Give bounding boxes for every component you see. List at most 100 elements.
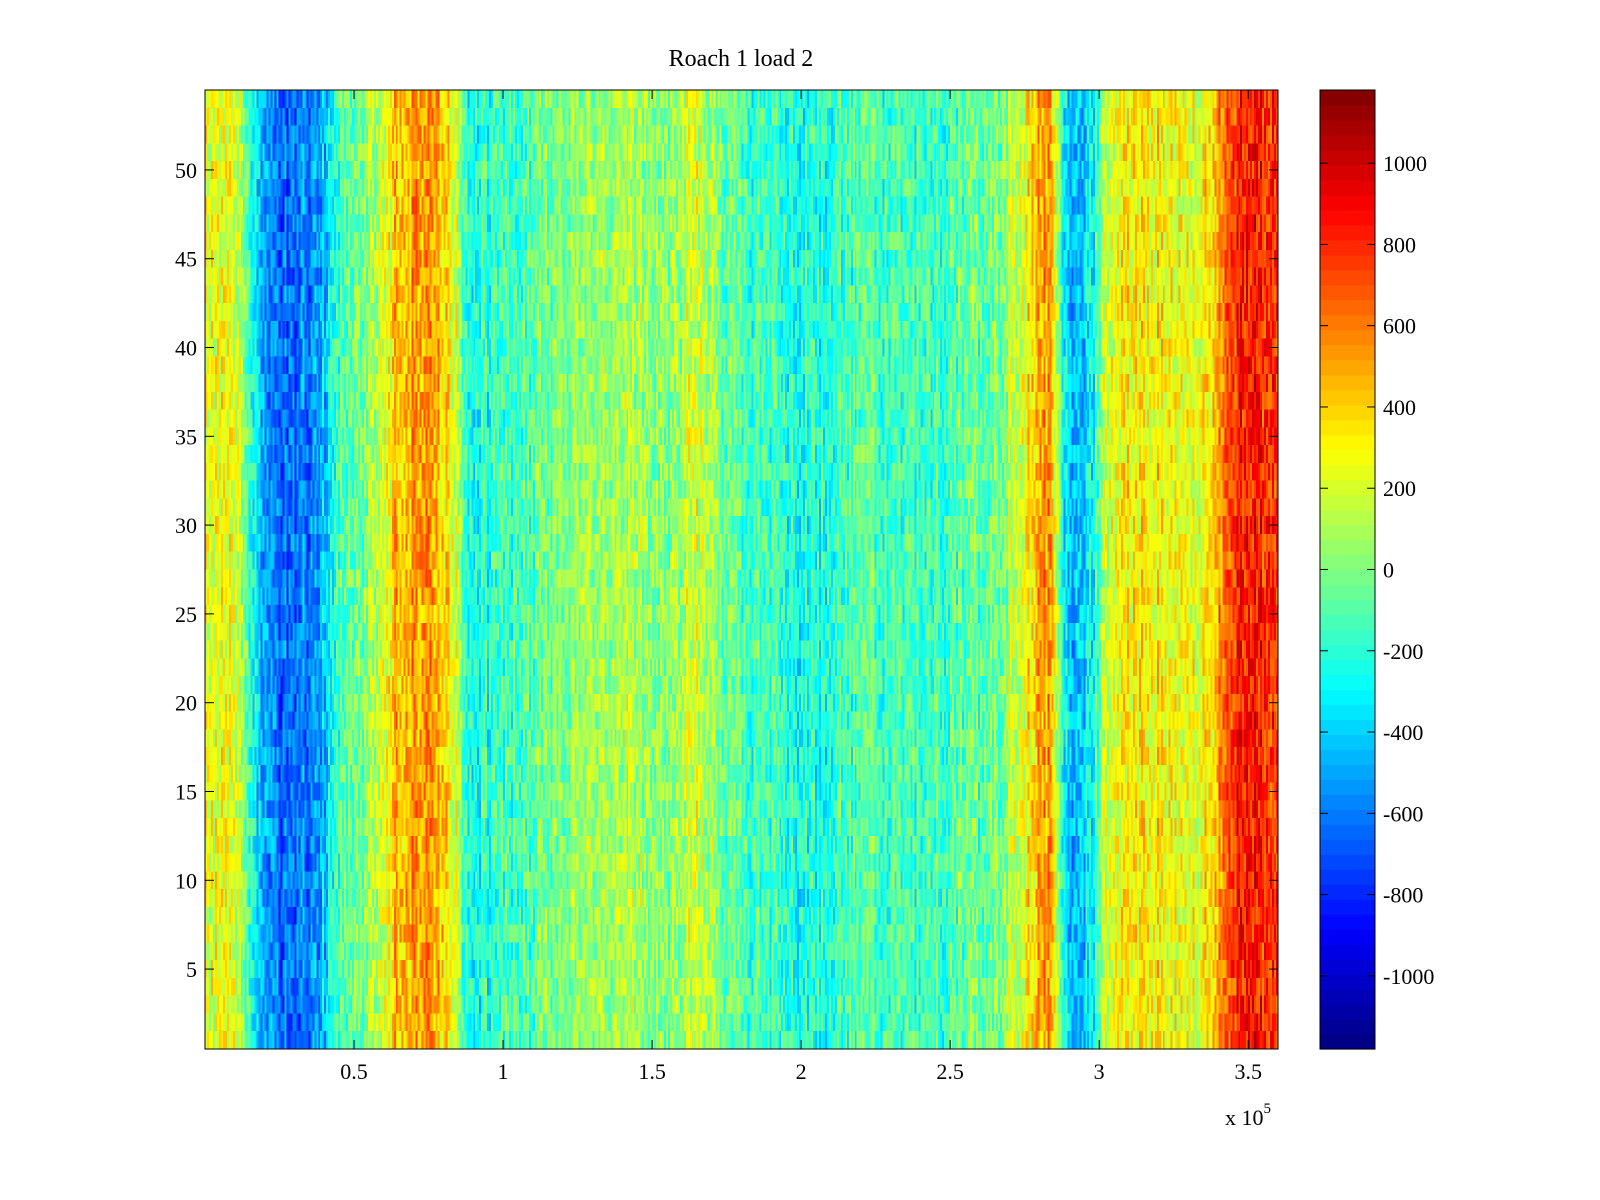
- y-tick-label: 25: [175, 602, 197, 627]
- colorbar-segment: [1320, 494, 1375, 511]
- y-tick-label: 50: [175, 158, 197, 183]
- colorbar-segment: [1320, 869, 1375, 885]
- x-tick-label: 2: [796, 1059, 807, 1084]
- colorbar-segment: [1320, 884, 1375, 900]
- colorbar-segment: [1320, 299, 1375, 316]
- colorbar-segment: [1320, 599, 1375, 616]
- colorbar-segment: [1320, 824, 1375, 840]
- colorbar-segment: [1320, 989, 1375, 1005]
- colorbar-segment: [1320, 524, 1375, 541]
- y-tick-label: 40: [175, 336, 197, 361]
- colorbar-segment: [1320, 569, 1375, 586]
- x-tick-label: 2.5: [936, 1059, 964, 1084]
- x-multiplier: x 105: [1225, 1101, 1271, 1130]
- colorbar-segment: [1320, 464, 1375, 481]
- colorbar-segment: [1320, 659, 1375, 675]
- x-tick-label: 3.5: [1234, 1059, 1262, 1084]
- heatmap-cells: [205, 90, 1278, 1049]
- colorbar-segment: [1320, 164, 1375, 181]
- colorbar-segment: [1320, 1004, 1375, 1020]
- colorbar-tick-label: -200: [1383, 639, 1423, 664]
- colorbar-segment: [1320, 449, 1375, 466]
- colorbar-segment: [1320, 344, 1375, 361]
- colorbar-segment: [1320, 389, 1375, 406]
- colorbar: [1320, 90, 1375, 1050]
- colorbar-segment: [1320, 134, 1375, 151]
- chart-title: Roach 1 load 2: [669, 46, 814, 72]
- colorbar-segment: [1320, 119, 1375, 136]
- colorbar-segment: [1320, 1034, 1375, 1050]
- x-tick-label: 0.5: [340, 1059, 368, 1084]
- x-multiplier-exponent: 5: [1264, 1101, 1272, 1117]
- colorbar-segment: [1320, 584, 1375, 601]
- colorbar-segment: [1320, 284, 1375, 301]
- colorbar-segment: [1320, 329, 1375, 346]
- colorbar-segment: [1320, 434, 1375, 451]
- heatmap-image: [205, 90, 1278, 1049]
- colorbar-tick-label: -400: [1383, 720, 1423, 745]
- colorbar-segment: [1320, 899, 1375, 915]
- colorbar-segment: [1320, 704, 1375, 720]
- colorbar-segment: [1320, 404, 1375, 421]
- colorbar-segment: [1320, 104, 1375, 121]
- colorbar-segment: [1320, 719, 1375, 735]
- colorbar-segment: [1320, 944, 1375, 960]
- colorbar-segment: [1320, 629, 1375, 646]
- y-tick-label: 30: [175, 513, 197, 538]
- colorbar-segment: [1320, 149, 1375, 166]
- colorbar-segment: [1320, 854, 1375, 870]
- colorbar-segment: [1320, 764, 1375, 780]
- colorbar-segment: [1320, 809, 1375, 825]
- colorbar-segment: [1320, 374, 1375, 391]
- y-tick-label: 5: [186, 957, 197, 982]
- colorbar-segment: [1320, 179, 1375, 196]
- colorbar-segment: [1320, 90, 1375, 106]
- plot-frame: [204, 89, 1279, 1050]
- colorbar-segment: [1320, 794, 1375, 810]
- colorbar-segment: [1320, 269, 1375, 286]
- colorbar-tick-label: -600: [1383, 801, 1423, 826]
- y-tick-label: 45: [175, 247, 197, 272]
- y-tick-label: 10: [175, 868, 197, 893]
- x-tick-label: 3: [1094, 1059, 1105, 1084]
- colorbar-segment: [1320, 314, 1375, 331]
- colorbar-segment: [1320, 419, 1375, 436]
- x-axis: 0.5 1 1.5 2 2.5 3 3.5: [340, 90, 1262, 1084]
- colorbar-segment: [1320, 224, 1375, 241]
- colorbar-tick-label: 400: [1383, 395, 1416, 420]
- x-tick-label: 1.5: [638, 1059, 666, 1084]
- y-axis: 5 10 15 20 25 30 35 40 45 50: [175, 158, 1278, 982]
- x-tick-label: 1: [498, 1059, 509, 1084]
- colorbar-tick-label: 600: [1383, 314, 1416, 339]
- y-tick-label: 15: [175, 779, 197, 804]
- colorbar-tick-label: 200: [1383, 476, 1416, 501]
- y-tick-label: 35: [175, 424, 197, 449]
- colorbar-segment: [1320, 734, 1375, 750]
- colorbar-segment: [1320, 239, 1375, 256]
- colorbar-tick-label: -800: [1383, 883, 1423, 908]
- colorbar-segment: [1320, 689, 1375, 705]
- colorbar-segment: [1320, 644, 1375, 661]
- colorbar-axis: 1000 800 600 400 200 0 -200 -400 -600 -800 -1000: [1320, 151, 1434, 989]
- colorbar-segment: [1320, 209, 1375, 226]
- colorbar-segment: [1320, 479, 1375, 496]
- colorbar-segment: [1320, 674, 1375, 690]
- colorbar-segment: [1320, 1019, 1375, 1035]
- colorbar-tick-label: 0: [1383, 558, 1394, 583]
- colorbar-segment: [1320, 614, 1375, 631]
- colorbar-segment: [1320, 959, 1375, 975]
- colorbar-segment: [1320, 254, 1375, 271]
- colorbar-segment: [1320, 194, 1375, 211]
- colorbar-segment: [1320, 509, 1375, 526]
- colorbar-segment: [1320, 929, 1375, 945]
- colorbar-segment: [1320, 554, 1375, 571]
- colorbar-segment: [1320, 779, 1375, 795]
- y-tick-label: 20: [175, 691, 197, 716]
- colorbar-segment: [1320, 839, 1375, 855]
- colorbar-segment: [1320, 359, 1375, 376]
- colorbar-tick-label: 1000: [1383, 151, 1427, 176]
- colorbar-tick-label: -1000: [1383, 964, 1434, 989]
- colorbar-segment: [1320, 539, 1375, 556]
- colorbar-segment: [1320, 974, 1375, 990]
